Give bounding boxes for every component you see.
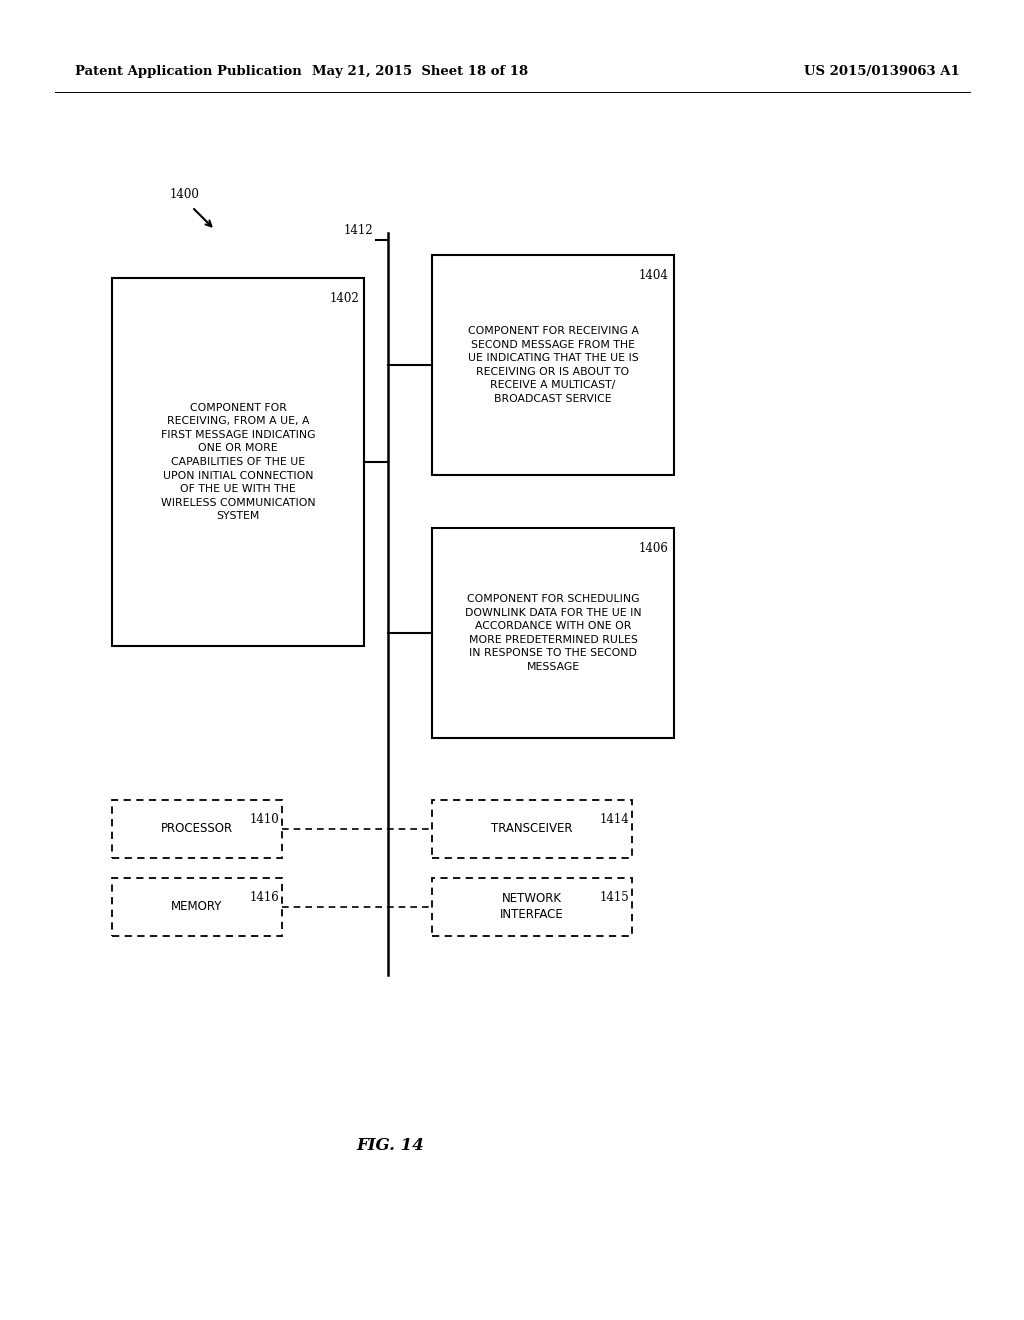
Bar xyxy=(432,878,632,936)
Text: May 21, 2015  Sheet 18 of 18: May 21, 2015 Sheet 18 of 18 xyxy=(312,66,528,78)
Text: 1402: 1402 xyxy=(330,292,359,305)
Text: Patent Application Publication: Patent Application Publication xyxy=(75,66,302,78)
Text: 1416: 1416 xyxy=(249,891,279,904)
Text: 1412: 1412 xyxy=(343,223,373,236)
Text: 1415: 1415 xyxy=(599,891,629,904)
Bar xyxy=(432,800,632,858)
Text: MEMORY: MEMORY xyxy=(171,900,222,913)
Text: COMPONENT FOR SCHEDULING
DOWNLINK DATA FOR THE UE IN
ACCORDANCE WITH ONE OR
MORE: COMPONENT FOR SCHEDULING DOWNLINK DATA F… xyxy=(465,594,641,672)
Text: 1400: 1400 xyxy=(170,189,200,202)
Bar xyxy=(112,279,364,645)
Text: NETWORK
INTERFACE: NETWORK INTERFACE xyxy=(500,892,564,921)
Text: TRANSCEIVER: TRANSCEIVER xyxy=(492,822,572,836)
Text: 1406: 1406 xyxy=(639,543,669,554)
Text: PROCESSOR: PROCESSOR xyxy=(161,822,233,836)
Bar xyxy=(112,878,282,936)
Text: 1410: 1410 xyxy=(249,813,279,826)
Bar xyxy=(112,800,282,858)
Bar xyxy=(432,528,674,738)
Text: COMPONENT FOR RECEIVING A
SECOND MESSAGE FROM THE
UE INDICATING THAT THE UE IS
R: COMPONENT FOR RECEIVING A SECOND MESSAGE… xyxy=(468,326,639,404)
Text: 1414: 1414 xyxy=(599,813,629,826)
Text: US 2015/0139063 A1: US 2015/0139063 A1 xyxy=(804,66,961,78)
Bar xyxy=(432,255,674,475)
Text: 1404: 1404 xyxy=(639,269,669,282)
Text: COMPONENT FOR
RECEIVING, FROM A UE, A
FIRST MESSAGE INDICATING
ONE OR MORE
CAPAB: COMPONENT FOR RECEIVING, FROM A UE, A FI… xyxy=(161,403,315,521)
Text: FIG. 14: FIG. 14 xyxy=(356,1137,424,1154)
